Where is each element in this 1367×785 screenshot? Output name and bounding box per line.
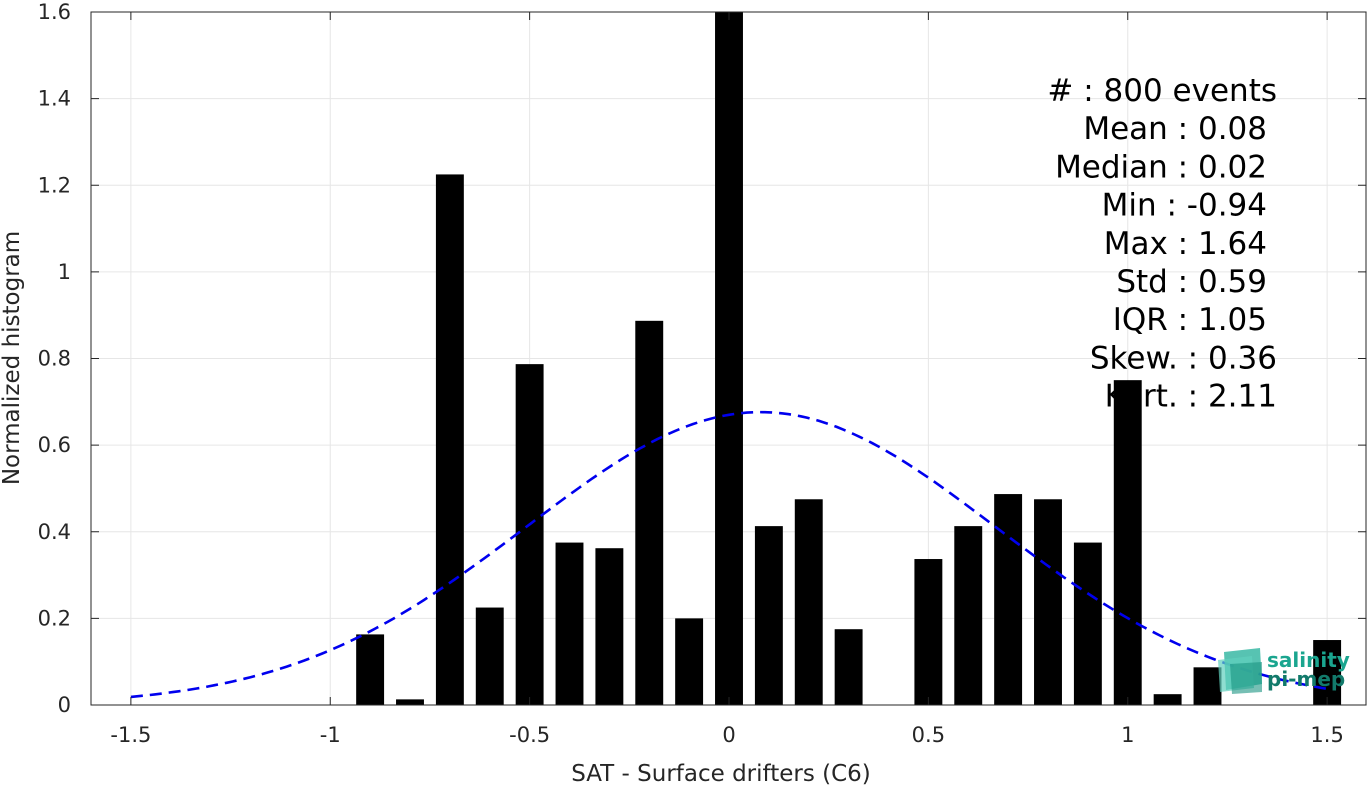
y-axis-label: Normalized histogram	[0, 231, 25, 485]
x-tick-label: 1.5	[1310, 723, 1343, 747]
histogram-bar	[595, 548, 624, 705]
histogram-bar	[794, 499, 823, 705]
stats-line: Mean : 0.08	[1083, 111, 1267, 147]
histogram-bar	[555, 542, 584, 705]
histogram-bar	[1313, 640, 1342, 705]
histogram-bar	[675, 618, 704, 705]
logo-mark-icon	[1218, 648, 1262, 694]
histogram-bar	[356, 634, 385, 705]
histogram-bar	[1073, 542, 1102, 705]
histogram-bar	[1034, 499, 1062, 705]
x-tick-label: -1.5	[110, 723, 151, 747]
bars-group	[356, 12, 1342, 705]
histogram-bar	[635, 320, 664, 705]
x-axis-ticks: -1.5 -1 -0.5 0 0.5 1 1.5	[110, 12, 1344, 747]
y-tick-label: 0.4	[38, 520, 71, 544]
x-tick-label: -0.5	[509, 723, 550, 747]
histogram-bar	[1113, 380, 1142, 705]
histogram-bar	[834, 629, 863, 705]
logo-text-pimep: pi-mep	[1267, 667, 1345, 691]
stats-line: Median : 0.02	[1055, 149, 1267, 185]
salinity-pi-mep-logo: salinity pi-mep	[1218, 648, 1350, 694]
x-axis-label: SAT - Surface drifters (C6)	[571, 761, 871, 785]
y-tick-label: 0.6	[38, 433, 71, 457]
y-tick-label: 1.4	[38, 87, 71, 111]
histogram-bar	[715, 12, 743, 705]
y-tick-label: 0.2	[38, 606, 71, 630]
logo-text-salinity: salinity	[1267, 648, 1350, 672]
histogram-bar	[914, 559, 943, 705]
x-tick-label: 0	[722, 723, 735, 747]
histogram-bar	[435, 174, 464, 705]
y-tick-label: 0.8	[38, 347, 71, 371]
normal-fit-curve	[130, 410, 1328, 699]
histogram-bar	[754, 526, 783, 705]
histogram-bar	[994, 494, 1023, 705]
stats-line: Skew. : 0.36	[1090, 340, 1277, 376]
y-axis-ticks: 0 0.2 0.4 0.6 0.8 1 1.2 1.4 1.6	[38, 0, 1366, 717]
histogram-bar	[515, 364, 544, 705]
stats-line: # : 800 events	[1047, 73, 1277, 109]
y-tick-label: 1.2	[38, 173, 71, 197]
x-tick-label: -1	[320, 723, 341, 747]
stats-line: IQR : 1.05	[1113, 302, 1267, 338]
histogram-bar	[475, 607, 504, 705]
histogram-bar	[396, 699, 424, 705]
stats-line: Kurt. : 2.11	[1105, 379, 1277, 415]
y-tick-label: 0	[58, 693, 71, 717]
histogram-bar	[954, 526, 983, 705]
histogram-bar	[1153, 694, 1182, 705]
histogram-bar	[1193, 667, 1222, 705]
y-tick-label: 1	[58, 260, 71, 284]
stats-line: Max : 1.64	[1104, 226, 1267, 262]
y-tick-label: 1.6	[38, 0, 71, 24]
x-tick-label: 1	[1121, 723, 1134, 747]
stats-line: Std : 0.59	[1116, 264, 1267, 300]
x-tick-label: 0.5	[912, 723, 945, 747]
stats-line: Min : -0.94	[1102, 188, 1267, 224]
